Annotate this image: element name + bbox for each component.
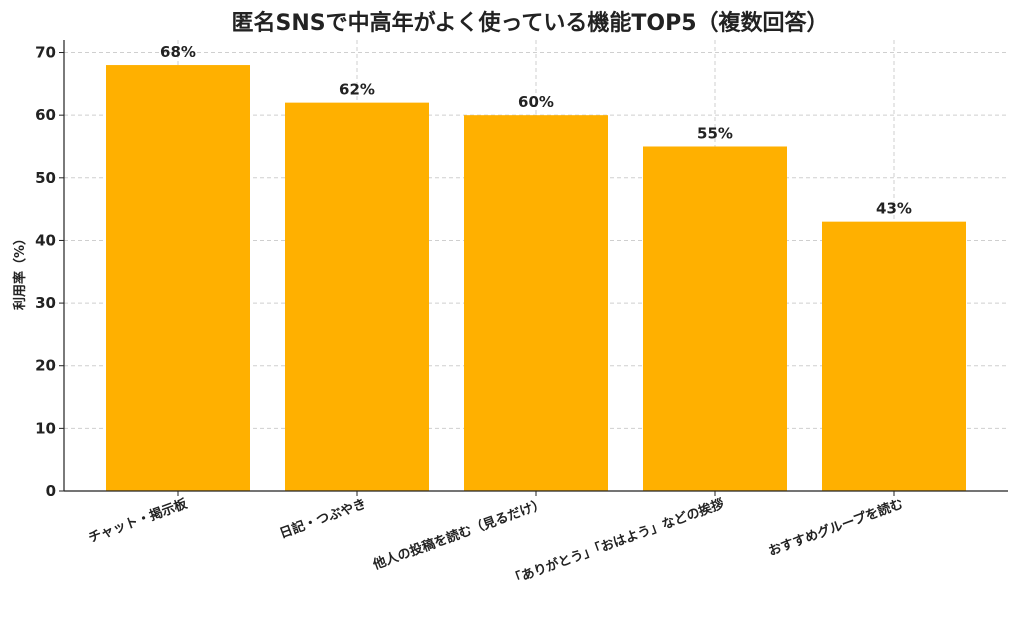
bar — [643, 146, 787, 491]
data-label: 60% — [518, 93, 554, 111]
y-tick-label: 70 — [35, 44, 56, 62]
y-tick-label: 30 — [35, 294, 56, 312]
y-tick-label: 50 — [35, 169, 56, 187]
y-tick-label: 0 — [46, 482, 56, 500]
bar — [285, 102, 429, 491]
bar — [464, 115, 608, 492]
data-label: 68% — [160, 43, 196, 61]
y-tick-label: 60 — [35, 106, 56, 124]
chart-title: 匿名SNSで中高年がよく使っている機能TOP5（複数回答） — [231, 10, 828, 36]
data-label: 62% — [339, 81, 375, 99]
x-tick-label: チャット・掲示板 — [86, 495, 190, 546]
data-label: 43% — [876, 200, 912, 218]
y-tick-labels: 0 10 20 30 40 50 60 70 — [35, 44, 64, 500]
x-tick-labels: チャット・掲示板 日記・つぶやき 他人の投稿を読む（見るだけ）「ありがとう」「おはよ… — [86, 491, 905, 589]
y-tick-label: 10 — [35, 419, 56, 437]
bars — [106, 65, 966, 492]
x-tick-label: 他人の投稿を読む（見るだけ） — [370, 496, 547, 574]
y-tick-label: 20 — [35, 357, 56, 375]
y-axis-label: 利用率（%） — [12, 232, 28, 310]
x-tick-label: 日記・つぶやき — [277, 496, 368, 542]
bar — [106, 65, 250, 492]
data-label: 55% — [697, 124, 733, 142]
bar — [822, 221, 966, 491]
data-labels: 68% 62% 60% 55% 43% — [160, 43, 912, 218]
x-tick-label: おすすめグループを読む — [766, 496, 905, 560]
y-tick-label: 40 — [35, 231, 56, 249]
